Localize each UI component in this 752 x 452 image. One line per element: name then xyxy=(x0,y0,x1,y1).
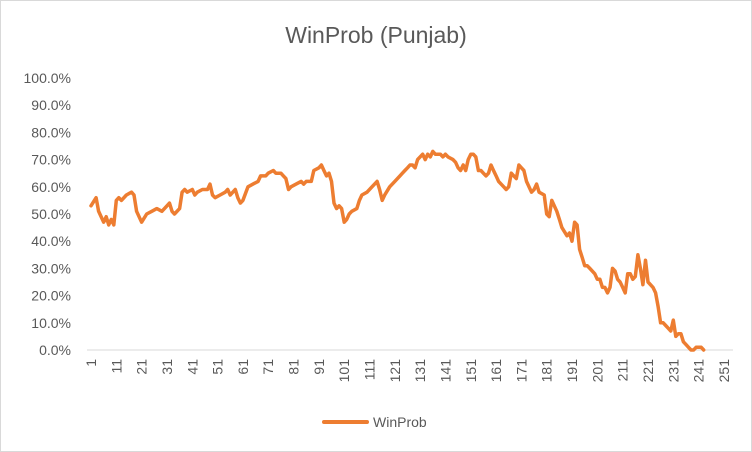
x-tick-label: 91 xyxy=(311,359,327,375)
legend: WinProb xyxy=(322,414,427,430)
x-tick-label: 51 xyxy=(210,359,226,375)
legend-label: WinProb xyxy=(373,414,427,430)
x-tick-label: 211 xyxy=(615,359,631,382)
series-layer xyxy=(89,149,706,352)
x-tick-label: 231 xyxy=(665,359,681,383)
x-tick-label: 11 xyxy=(108,359,124,374)
x-tick-label: 31 xyxy=(159,359,175,375)
x-tick-label: 181 xyxy=(539,359,555,383)
y-tick-label: 30.0% xyxy=(31,260,71,276)
y-tick-label: 90.0% xyxy=(31,97,71,113)
x-tick-label: 131 xyxy=(412,359,428,383)
y-tick-label: 80.0% xyxy=(31,124,71,140)
y-tick-label: 70.0% xyxy=(31,152,71,168)
series-line-winprob xyxy=(89,149,706,352)
x-tick-label: 141 xyxy=(437,359,453,383)
y-axis: 0.0% 10.0% 20.0% 30.0% 40.0% 50.0% 60.0% 70.0% 8… xyxy=(24,70,71,358)
x-tick-label: 21 xyxy=(134,359,150,375)
x-tick-label: 221 xyxy=(640,359,656,383)
x-tick-label: 111 xyxy=(361,359,377,380)
y-tick-label: 10.0% xyxy=(31,315,71,331)
x-tick-label: 61 xyxy=(235,359,251,375)
x-tick-label: 251 xyxy=(716,359,732,383)
x-tick-label: 151 xyxy=(463,359,479,383)
y-tick-label: 20.0% xyxy=(31,288,71,304)
x-tick-label: 191 xyxy=(564,359,580,383)
y-tick-label: 0.0% xyxy=(39,342,71,358)
y-tick-label: 100.0% xyxy=(24,70,71,86)
x-tick-label: 81 xyxy=(286,359,302,375)
x-tick-label: 171 xyxy=(513,359,529,383)
x-tick-label: 241 xyxy=(691,359,707,383)
x-tick-label: 201 xyxy=(589,359,605,383)
chart-title: WinProb (Punjab) xyxy=(285,22,467,48)
y-tick-label: 40.0% xyxy=(31,233,71,249)
x-tick-label: 121 xyxy=(387,359,403,383)
x-tick-label: 1 xyxy=(83,359,99,367)
x-axis: 1 11 21 31 41 51 61 71 81 91 101 111 121 131 141 151 161… xyxy=(83,359,732,383)
x-tick-label: 71 xyxy=(260,359,276,375)
x-tick-label: 41 xyxy=(184,359,200,375)
y-tick-label: 60.0% xyxy=(31,179,71,195)
x-tick-label: 101 xyxy=(336,359,352,383)
y-tick-label: 50.0% xyxy=(31,206,71,222)
x-tick-label: 161 xyxy=(488,359,504,383)
